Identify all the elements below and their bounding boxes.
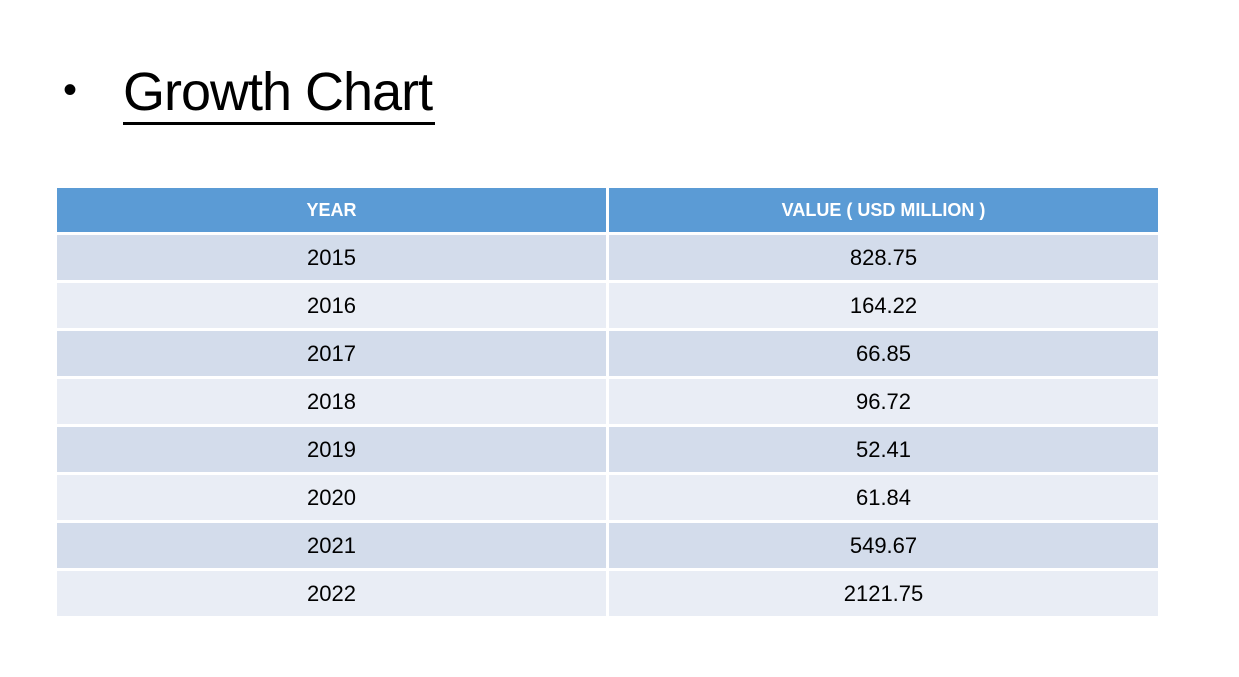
- table-row: 2015 828.75: [57, 235, 1158, 283]
- table-row: 2017 66.85: [57, 331, 1158, 379]
- value-cell: 549.67: [609, 523, 1158, 571]
- value-cell: 2121.75: [609, 571, 1158, 619]
- table-row: 2016 164.22: [57, 283, 1158, 331]
- value-cell: 828.75: [609, 235, 1158, 283]
- year-column-header: YEAR: [57, 188, 609, 235]
- value-cell: 96.72: [609, 379, 1158, 427]
- year-cell: 2018: [57, 379, 609, 427]
- growth-table: YEAR VALUE ( USD MILLION ) 2015 828.75 2…: [57, 188, 1158, 619]
- value-cell: 164.22: [609, 283, 1158, 331]
- value-cell: 66.85: [609, 331, 1158, 379]
- bullet-icon: •: [63, 68, 78, 112]
- year-cell: 2016: [57, 283, 609, 331]
- year-cell: 2017: [57, 331, 609, 379]
- table-header-row: YEAR VALUE ( USD MILLION ): [57, 188, 1158, 235]
- year-cell: 2022: [57, 571, 609, 619]
- page-title: Growth Chart: [123, 63, 436, 126]
- value-cell: 61.84: [609, 475, 1158, 523]
- year-cell: 2021: [57, 523, 609, 571]
- value-column-header: VALUE ( USD MILLION ): [609, 188, 1158, 235]
- value-cell: 52.41: [609, 427, 1158, 475]
- table-row: 2019 52.41: [57, 427, 1158, 475]
- table-row: 2018 96.72: [57, 379, 1158, 427]
- table-row: 2020 61.84: [57, 475, 1158, 523]
- year-cell: 2020: [57, 475, 609, 523]
- year-cell: 2015: [57, 235, 609, 283]
- year-cell: 2019: [57, 427, 609, 475]
- table-row: 2021 549.67: [57, 523, 1158, 571]
- table-row: 2022 2121.75: [57, 571, 1158, 619]
